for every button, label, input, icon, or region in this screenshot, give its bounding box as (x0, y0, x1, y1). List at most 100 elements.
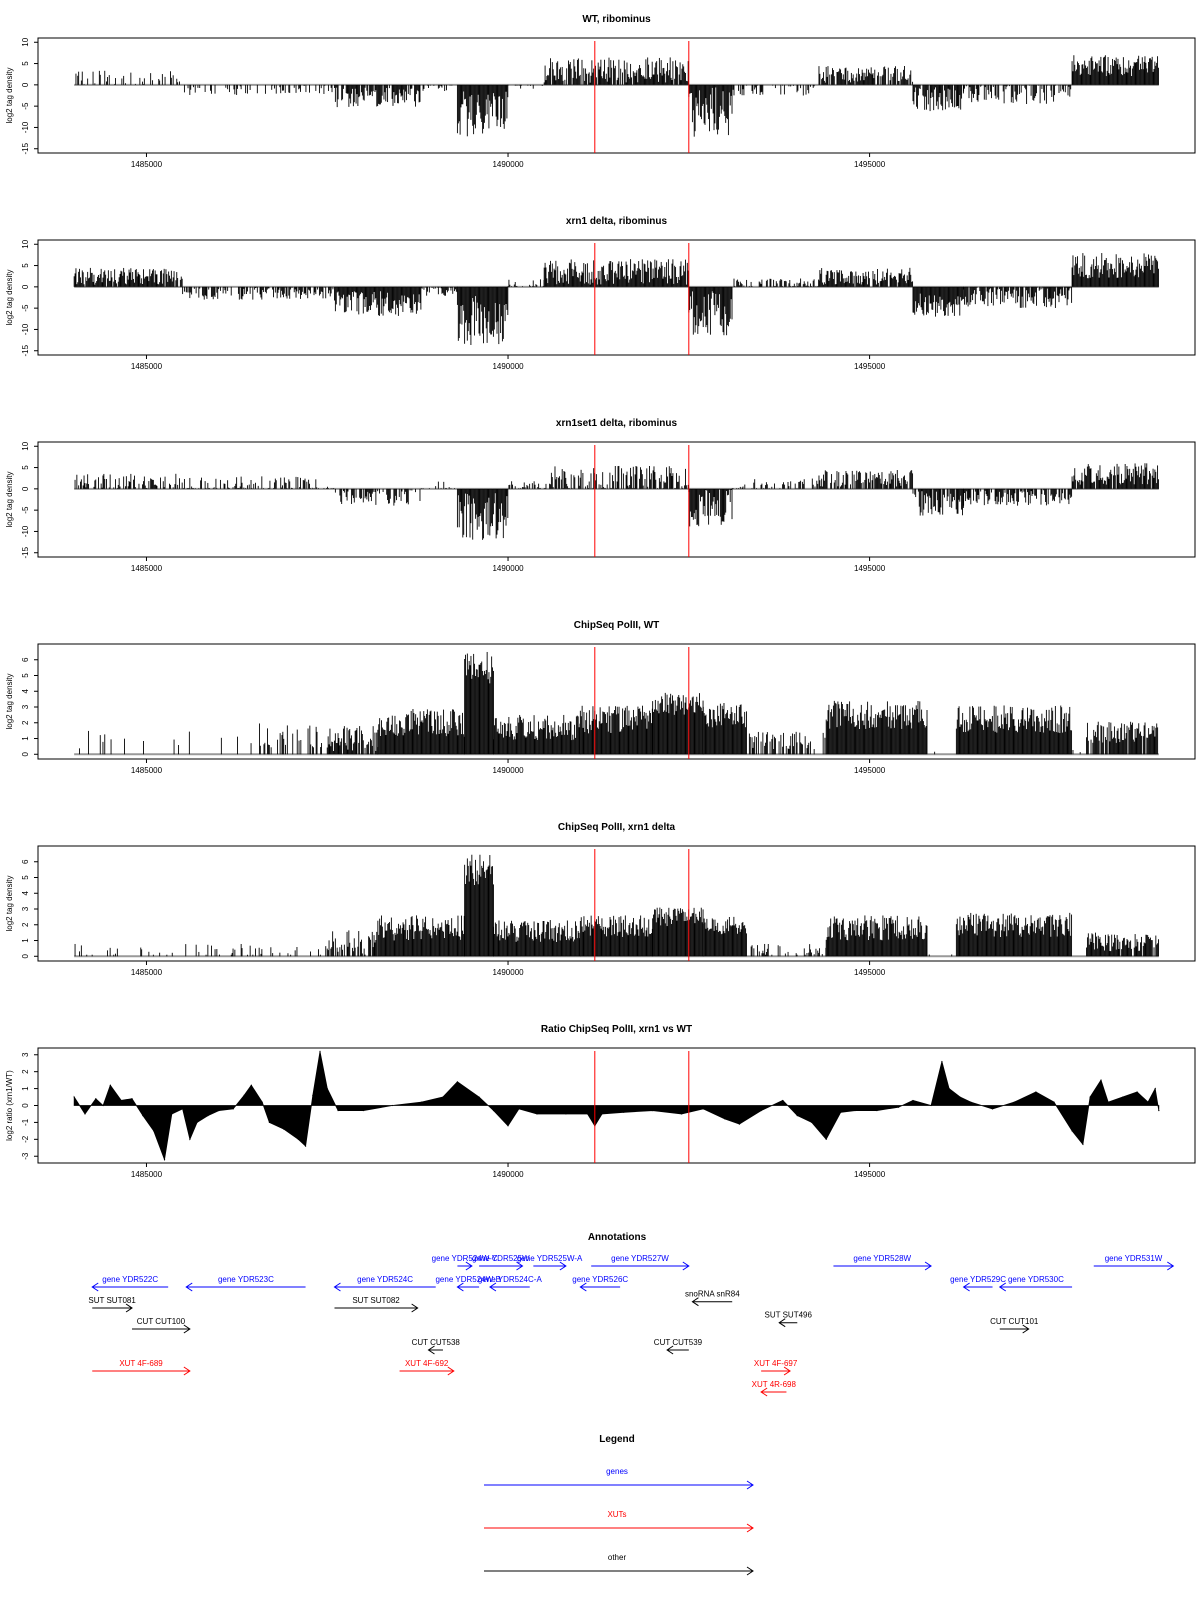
arrow-head (691, 1297, 699, 1307)
ratio-point (1053, 1101, 1055, 1103)
annotation-feature: XUT 4F-697 (754, 1359, 798, 1376)
y-tick-label: 4 (21, 890, 30, 895)
ratio-point (153, 1130, 155, 1132)
x-tick-label: 1485000 (131, 362, 163, 371)
y-tick-label: 6 (21, 657, 30, 662)
y-tick-label: 4 (21, 688, 30, 693)
feature-label: CUT CUT538 (412, 1338, 461, 1347)
legend-arrow-head (746, 1480, 754, 1490)
feature-label: CUT CUT539 (654, 1338, 703, 1347)
annotation-feature: gene YDR529C (950, 1275, 1006, 1292)
annotation-feature: gene YDR531W (1093, 1254, 1175, 1271)
feature-label: gene YDR530C (1008, 1275, 1064, 1284)
arrow-head (516, 1261, 524, 1271)
y-axis-label: log2 tag density (5, 67, 14, 123)
annotation-feature: gene YDR530C (998, 1275, 1073, 1292)
arrow-head (760, 1387, 768, 1397)
annotation-feature: gene YDR523C (185, 1275, 306, 1292)
ratio-points (73, 1050, 1160, 1161)
y-tick-label: -3 (21, 1152, 30, 1160)
arrow-head (456, 1282, 464, 1292)
ratio-point (171, 1113, 173, 1115)
x-tick-label: 1490000 (492, 1170, 524, 1179)
ratio-point (930, 1104, 932, 1107)
feature-label: SUT SUT082 (352, 1296, 400, 1305)
y-tick-label: 1 (21, 938, 30, 943)
ratio-point (897, 1106, 900, 1108)
feature-label: snoRNA snR84 (685, 1290, 740, 1299)
arrow-head (924, 1261, 932, 1271)
y-tick-label: 5 (21, 263, 30, 268)
ratio-point (142, 1115, 144, 1117)
y-tick-label: 0 (21, 284, 30, 289)
bar-series (79, 651, 1159, 755)
y-tick-label: 10 (21, 441, 30, 450)
annotation-feature: XUT 4F-692 (399, 1359, 455, 1376)
annotation-feature: gene YDR524C (333, 1275, 436, 1292)
arrow-head (666, 1345, 674, 1355)
y-axis-label: log2 tag density (5, 875, 14, 931)
ratio-point (796, 1115, 798, 1117)
annotation-feature: gene YDR525W (472, 1254, 530, 1271)
ratio-point (840, 1111, 842, 1113)
ratio-point (782, 1099, 784, 1102)
arrow-head (183, 1366, 191, 1376)
feature-label: gene YDR525W (472, 1254, 530, 1263)
y-tick-label: -15 (21, 142, 30, 154)
arrow-head (559, 1261, 567, 1271)
arrow-head (411, 1303, 419, 1313)
feature-label: XUT 4F-689 (119, 1359, 163, 1368)
x-tick-label: 1485000 (131, 766, 163, 775)
ratio-point (196, 1121, 198, 1124)
ratio-point (218, 1109, 220, 1112)
y-tick-label: -1 (21, 1118, 30, 1126)
chart-title: ChipSeq PolII, WT (574, 620, 660, 631)
ratio-point (73, 1096, 75, 1098)
arrow-head (783, 1366, 791, 1376)
ratio-point (319, 1050, 321, 1052)
ratio-point (283, 1128, 285, 1130)
arrow-head (682, 1261, 690, 1271)
arrow-head (778, 1318, 786, 1328)
arrow-head (185, 1282, 193, 1292)
y-tick-label: -10 (21, 323, 30, 335)
y-tick-label: 2 (21, 720, 30, 725)
ratio-point (1158, 1109, 1160, 1112)
ratio-point (268, 1121, 270, 1124)
y-tick-label: 5 (21, 465, 30, 470)
ratio-point (362, 1109, 365, 1112)
arrow-head (465, 1261, 473, 1271)
ratio-point (420, 1101, 422, 1103)
ratio-point (84, 1113, 86, 1115)
ratio-point (1071, 1130, 1073, 1132)
arrow-head (447, 1366, 455, 1376)
ratio-point (680, 1113, 683, 1115)
ratio-area (73, 1051, 1160, 1162)
annotation-feature: SUT SUT082 (334, 1296, 419, 1313)
ratio-point (948, 1087, 950, 1090)
x-tick-label: 1490000 (492, 160, 524, 169)
chart-title: xrn1 delta, ribominus (566, 216, 668, 227)
annotation-feature: gene YDR527W (591, 1254, 690, 1271)
y-tick-label: -2 (21, 1135, 30, 1143)
feature-label: gene YDR528W (853, 1254, 911, 1263)
legend-entry-other: other (484, 1553, 754, 1576)
x-tick-label: 1490000 (492, 564, 524, 573)
ratio-point (1013, 1101, 1015, 1103)
ratio-point (1107, 1101, 1109, 1103)
x-tick-label: 1485000 (131, 160, 163, 169)
bar-series (74, 854, 1159, 957)
ratio-point (702, 1108, 704, 1110)
ratio-point (250, 1084, 252, 1086)
feature-label: gene YDR524C-A (478, 1275, 543, 1284)
arrow-head (125, 1303, 133, 1313)
y-tick-label: 3 (21, 704, 30, 709)
ratio-point (120, 1099, 122, 1102)
y-tick-label: 5 (21, 673, 30, 678)
annotation-feature: snoRNA snR84 (685, 1290, 740, 1307)
arrow-head (579, 1282, 587, 1292)
bar-series (73, 253, 1159, 345)
x-tick-label: 1495000 (854, 362, 886, 371)
